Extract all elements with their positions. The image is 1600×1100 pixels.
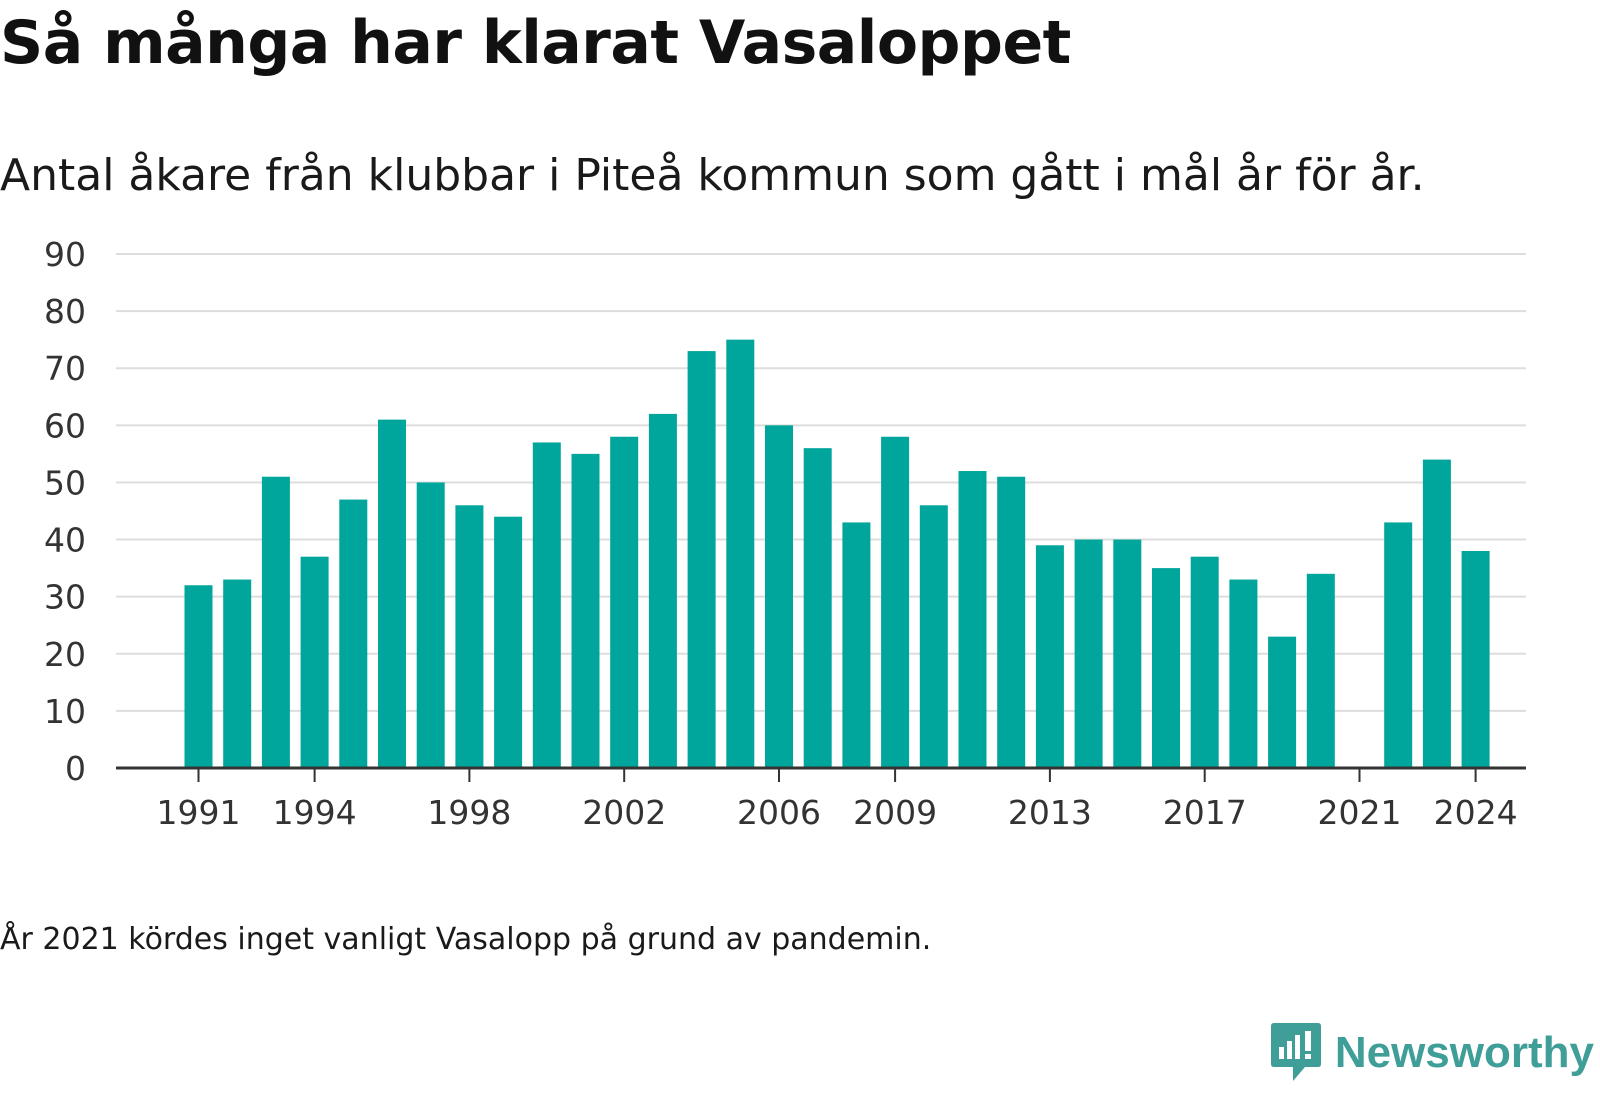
bar-2011[interactable] [958, 471, 987, 768]
y-tick-label: 20 [44, 635, 86, 674]
bar-2010[interactable] [919, 505, 948, 768]
x-tick-label: 1998 [427, 793, 511, 832]
bar-chart: 0 10 20 30 40 50 60 70 80 90 1991 1994 1998 2002 2006… [44, 235, 1526, 832]
bar-1996[interactable] [378, 419, 406, 768]
bar-1993[interactable] [261, 476, 290, 768]
bar-2017[interactable] [1190, 556, 1219, 768]
bar-1992[interactable] [223, 579, 252, 768]
x-tick-label: 1991 [157, 793, 241, 832]
x-tick-label: 2009 [853, 793, 937, 832]
bar-1994[interactable] [300, 556, 329, 768]
brand-name: Newsworthy [1334, 1028, 1594, 1077]
bar-2013[interactable] [1035, 545, 1064, 768]
x-tick-label: 2002 [582, 793, 666, 832]
bar-2023[interactable] [1422, 459, 1451, 768]
x-tick-label: 2013 [1008, 793, 1092, 832]
newsworthy-logo-icon [1270, 1023, 1321, 1081]
bar-1999[interactable] [494, 516, 523, 768]
x-tick-label: 1994 [273, 793, 357, 832]
bar-2008[interactable] [842, 522, 871, 768]
y-tick-label: 30 [44, 578, 86, 617]
bar-2020[interactable] [1306, 573, 1335, 768]
bar-2005[interactable] [726, 339, 755, 768]
chart-title: Så många har klarat Vasaloppet [0, 8, 1071, 78]
chart-subtitle: Antal åkare från klubbar i Piteå kommun … [0, 150, 1425, 201]
footnote: År 2021 kördes inget vanligt Vasalopp på… [0, 922, 932, 957]
bar-2022[interactable] [1384, 522, 1413, 768]
bar-2006[interactable] [765, 425, 793, 768]
bar-2000[interactable] [532, 442, 561, 768]
y-tick-label: 60 [44, 406, 86, 445]
x-tick-label: 2024 [1434, 793, 1518, 832]
y-tick-label: 70 [44, 349, 86, 388]
y-axis-tick-labels: 0 10 20 30 40 50 60 70 80 90 [44, 235, 86, 788]
bar-2002[interactable] [610, 436, 639, 768]
bar-1998[interactable] [455, 505, 484, 768]
bar-2001[interactable] [571, 453, 600, 768]
bar-2012[interactable] [997, 476, 1026, 768]
x-tick-label: 2021 [1318, 793, 1402, 832]
y-tick-label: 50 [44, 463, 86, 502]
bar-2014[interactable] [1074, 539, 1103, 768]
y-tick-label: 40 [44, 521, 86, 560]
bar-2016[interactable] [1152, 568, 1180, 768]
x-tick-label: 2006 [737, 793, 821, 832]
y-tick-label: 90 [44, 235, 86, 274]
bar-1995[interactable] [339, 499, 368, 768]
newsworthy-logo[interactable]: Newsworthy [1270, 1020, 1594, 1086]
bar-2024[interactable] [1461, 550, 1490, 768]
bar-2004[interactable] [687, 351, 716, 768]
bar-2009[interactable] [881, 436, 910, 768]
x-tick-label: 2017 [1163, 793, 1247, 832]
bar-2018[interactable] [1229, 579, 1258, 768]
bar-2015[interactable] [1113, 539, 1142, 768]
bar-1991[interactable] [184, 585, 213, 768]
x-axis-ticks: 1991 1994 1998 2002 2006 2009 2013 2017 2021 2024 [157, 768, 1518, 832]
y-tick-label: 10 [44, 692, 86, 731]
bar-2007[interactable] [803, 448, 832, 768]
bars [184, 339, 1490, 768]
y-tick-label: 0 [65, 749, 86, 788]
bar-2019[interactable] [1268, 636, 1297, 768]
bar-1997[interactable] [416, 482, 445, 768]
y-tick-label: 80 [44, 292, 86, 331]
bar-2003[interactable] [648, 413, 677, 768]
